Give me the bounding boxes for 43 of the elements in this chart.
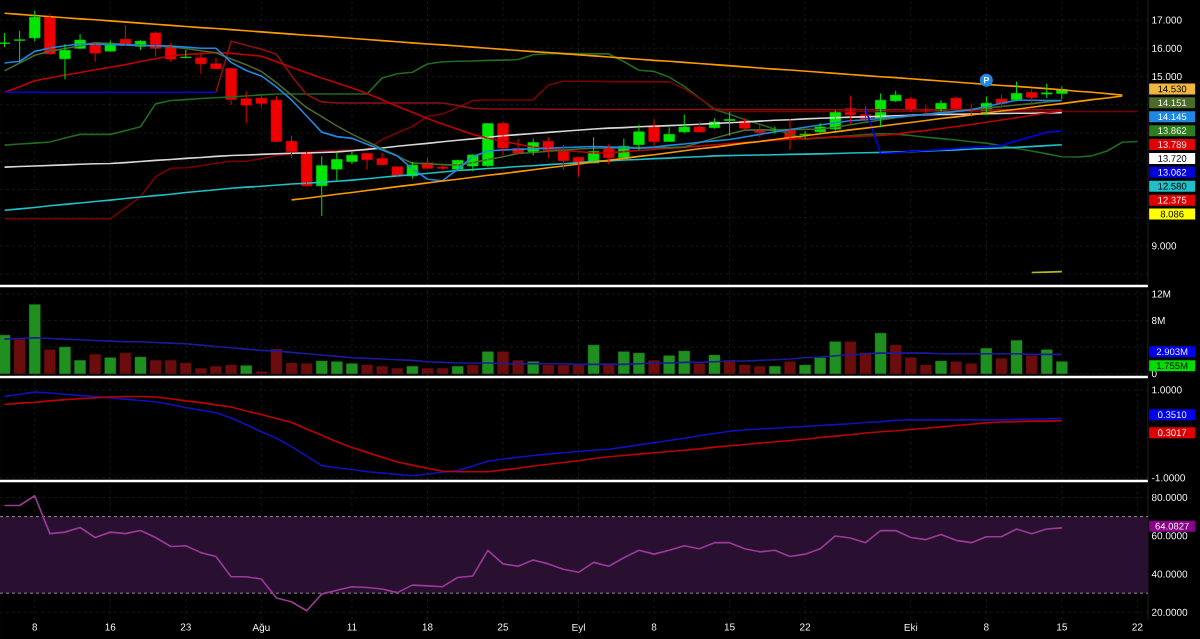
y-tick-label: 40.0000	[1151, 570, 1188, 578]
text: 0.3017	[1158, 429, 1187, 437]
y-tick-label: 20.0000	[1151, 608, 1188, 616]
x-tick-label: 8	[651, 623, 657, 631]
text: 12.580	[1158, 182, 1187, 190]
text: 14.145	[1158, 113, 1187, 121]
x-tick-label: 15	[1057, 623, 1067, 631]
text: 1.755M	[1157, 362, 1188, 370]
y-tick-label: 16.000	[1152, 44, 1182, 52]
text: 13.062	[1158, 168, 1187, 176]
x-tick-label: Ağu	[252, 623, 270, 633]
y-tick-label: 12M	[1152, 290, 1171, 298]
y-tick-label: 15.000	[1152, 72, 1182, 81]
y-tick-label: -1.0000	[1151, 474, 1186, 482]
text: 8.086	[1160, 210, 1184, 218]
x-tick-label: 25	[497, 623, 509, 631]
text: 14.530	[1158, 85, 1187, 93]
x-tick-label: 11	[347, 623, 357, 631]
x-tick-label: 22	[800, 623, 811, 631]
series-label: P	[983, 77, 990, 84]
y-tick-label: 60.0000	[1151, 532, 1188, 540]
x-tick-label: 18	[422, 623, 433, 631]
text: 0.3510	[1158, 411, 1187, 419]
x-tick-label: Eki	[904, 623, 918, 631]
text: 13.789	[1158, 141, 1187, 148]
x-tick-label: 15	[724, 623, 735, 631]
text: 12.375	[1158, 196, 1187, 204]
x-tick-label: 8	[984, 623, 989, 631]
x-tick-label: 8	[32, 623, 38, 631]
x-tick-label: Eyl	[572, 623, 585, 633]
text: 14.151	[1158, 99, 1187, 107]
x-tick-label: 16	[105, 623, 116, 631]
text: 13.720	[1158, 155, 1187, 162]
y-tick-label: 1.0000	[1152, 386, 1182, 394]
text: 64.0827	[1155, 522, 1189, 530]
y-tick-label: 8M	[1151, 317, 1165, 325]
x-tick-label: 23	[180, 623, 191, 631]
y-tick-label: 80.0000	[1151, 493, 1188, 502]
text: 2.903M	[1156, 348, 1188, 356]
y-tick-label: 9.000	[1151, 242, 1177, 250]
text: 13.862	[1158, 127, 1187, 134]
y-tick-label: 17.000	[1152, 16, 1182, 24]
x-tick-label: 22	[1132, 623, 1143, 631]
